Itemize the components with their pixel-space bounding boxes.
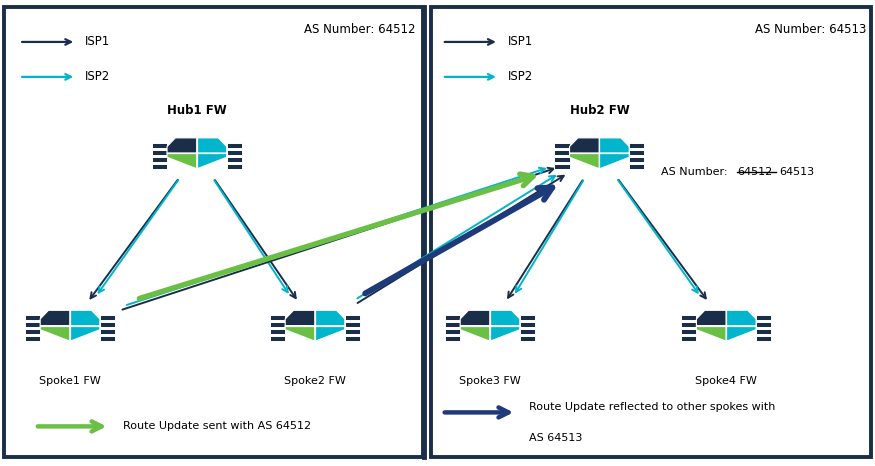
- Bar: [227, 157, 242, 162]
- Bar: [4, 7, 423, 457]
- Polygon shape: [315, 310, 345, 326]
- Bar: [345, 315, 360, 321]
- Text: AS Number: 64513: AS Number: 64513: [755, 23, 866, 36]
- Polygon shape: [285, 310, 315, 326]
- Bar: [682, 329, 696, 334]
- Bar: [431, 7, 871, 457]
- Bar: [25, 315, 40, 321]
- Text: Route Update reflected to other spokes with: Route Update reflected to other spokes w…: [529, 403, 776, 412]
- Polygon shape: [40, 326, 70, 341]
- Bar: [555, 150, 570, 155]
- Bar: [520, 336, 535, 341]
- Text: Hub2 FW: Hub2 FW: [570, 104, 629, 117]
- Bar: [100, 329, 115, 334]
- Bar: [345, 336, 360, 341]
- Polygon shape: [460, 326, 490, 341]
- Bar: [555, 164, 570, 169]
- Text: Route Update sent with AS 64512: Route Update sent with AS 64512: [123, 421, 311, 432]
- Polygon shape: [570, 138, 599, 153]
- Bar: [629, 164, 644, 169]
- Bar: [100, 336, 115, 341]
- Bar: [270, 329, 285, 334]
- Polygon shape: [197, 138, 227, 153]
- Text: ISP2: ISP2: [85, 70, 110, 83]
- Polygon shape: [167, 138, 197, 153]
- Bar: [25, 329, 40, 334]
- Polygon shape: [285, 326, 315, 341]
- Bar: [152, 143, 167, 148]
- Polygon shape: [570, 153, 599, 169]
- Bar: [100, 322, 115, 327]
- Bar: [270, 322, 285, 327]
- Bar: [555, 143, 570, 148]
- Text: 64513: 64513: [779, 167, 814, 178]
- Bar: [227, 150, 242, 155]
- Polygon shape: [599, 153, 629, 169]
- Polygon shape: [315, 326, 345, 341]
- Bar: [682, 322, 696, 327]
- Bar: [682, 315, 696, 321]
- Polygon shape: [167, 153, 197, 169]
- Polygon shape: [197, 153, 227, 169]
- Text: AS 64513: AS 64513: [529, 433, 583, 443]
- Text: ISP1: ISP1: [507, 35, 533, 48]
- Bar: [445, 322, 460, 327]
- Bar: [152, 164, 167, 169]
- Text: Spoke1 FW: Spoke1 FW: [39, 376, 101, 386]
- Bar: [227, 143, 242, 148]
- Bar: [25, 336, 40, 341]
- Polygon shape: [696, 326, 726, 341]
- Bar: [682, 336, 696, 341]
- Bar: [152, 157, 167, 162]
- Polygon shape: [460, 310, 490, 326]
- Text: ISP2: ISP2: [507, 70, 533, 83]
- Bar: [445, 336, 460, 341]
- Bar: [629, 150, 644, 155]
- Text: Spoke4 FW: Spoke4 FW: [696, 376, 757, 386]
- Bar: [270, 336, 285, 341]
- Bar: [25, 322, 40, 327]
- Polygon shape: [70, 310, 100, 326]
- Polygon shape: [696, 310, 726, 326]
- Text: AS Number:: AS Number:: [661, 167, 731, 178]
- Bar: [270, 315, 285, 321]
- Polygon shape: [40, 310, 70, 326]
- Bar: [100, 315, 115, 321]
- Bar: [756, 329, 771, 334]
- Bar: [520, 322, 535, 327]
- Bar: [629, 143, 644, 148]
- Text: ISP1: ISP1: [85, 35, 110, 48]
- Polygon shape: [726, 326, 756, 341]
- Bar: [756, 315, 771, 321]
- Bar: [520, 329, 535, 334]
- Polygon shape: [490, 310, 520, 326]
- Bar: [345, 329, 360, 334]
- Text: Spoke2 FW: Spoke2 FW: [284, 376, 346, 386]
- Text: Spoke3 FW: Spoke3 FW: [459, 376, 521, 386]
- Bar: [445, 329, 460, 334]
- Bar: [756, 322, 771, 327]
- Bar: [445, 315, 460, 321]
- Bar: [756, 336, 771, 341]
- Polygon shape: [599, 138, 629, 153]
- Bar: [555, 157, 570, 162]
- Polygon shape: [490, 326, 520, 341]
- Text: AS Number: 64512: AS Number: 64512: [304, 23, 416, 36]
- Bar: [152, 150, 167, 155]
- Bar: [345, 322, 360, 327]
- Bar: [629, 157, 644, 162]
- Polygon shape: [70, 326, 100, 341]
- Text: 64512: 64512: [738, 167, 773, 178]
- Polygon shape: [726, 310, 756, 326]
- Bar: [520, 315, 535, 321]
- Text: Hub1 FW: Hub1 FW: [167, 104, 227, 117]
- Bar: [227, 164, 242, 169]
